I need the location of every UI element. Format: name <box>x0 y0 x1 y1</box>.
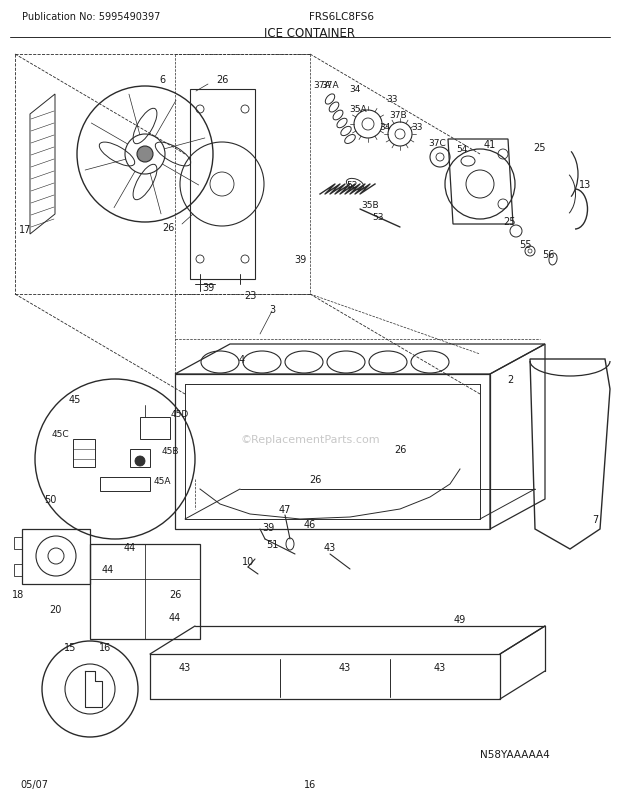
Text: 43: 43 <box>434 662 446 672</box>
Bar <box>100 477 150 492</box>
Text: 20: 20 <box>49 604 61 614</box>
Text: 45B: 45B <box>161 447 179 456</box>
Circle shape <box>137 147 153 163</box>
Text: 45: 45 <box>69 395 81 404</box>
Text: 7: 7 <box>592 514 598 525</box>
Text: ICE CONTAINER: ICE CONTAINER <box>265 27 355 40</box>
Text: 05/07: 05/07 <box>20 779 48 789</box>
Text: 6: 6 <box>159 75 165 85</box>
Text: 26: 26 <box>162 223 174 233</box>
Text: 33: 33 <box>386 95 398 104</box>
Text: 26: 26 <box>169 589 181 599</box>
Text: 33: 33 <box>411 124 423 132</box>
Text: 18: 18 <box>12 589 24 599</box>
Text: 26: 26 <box>394 444 406 455</box>
Text: 49: 49 <box>454 614 466 624</box>
Text: 45A: 45A <box>153 477 170 486</box>
Text: 56: 56 <box>542 249 554 260</box>
Text: 23: 23 <box>244 290 256 301</box>
Text: 16: 16 <box>304 779 316 789</box>
Text: 25: 25 <box>503 217 516 227</box>
Text: ©ReplacementParts.com: ©ReplacementParts.com <box>240 435 380 444</box>
Text: 39: 39 <box>262 522 274 533</box>
Text: 15: 15 <box>64 642 76 652</box>
Text: 35B: 35B <box>361 200 379 209</box>
Text: 13: 13 <box>579 180 591 190</box>
Text: 46: 46 <box>304 520 316 529</box>
Text: 45C: 45C <box>51 430 69 439</box>
Text: 10: 10 <box>242 557 254 566</box>
Text: 37A: 37A <box>313 80 331 89</box>
Text: 17: 17 <box>19 225 31 235</box>
Bar <box>73 439 95 468</box>
Text: 37A: 37A <box>321 80 339 89</box>
Text: 43: 43 <box>339 662 351 672</box>
Text: FRS6LC8FS6: FRS6LC8FS6 <box>309 12 374 22</box>
Text: N58YAAAAA4: N58YAAAAA4 <box>480 749 550 759</box>
Bar <box>14 565 22 577</box>
Text: 39: 39 <box>202 282 214 293</box>
Text: 2: 2 <box>507 375 513 384</box>
Text: 43: 43 <box>179 662 191 672</box>
Text: 53: 53 <box>372 213 384 222</box>
Text: 35A: 35A <box>349 105 367 115</box>
Bar <box>140 418 170 439</box>
Bar <box>130 449 150 468</box>
Text: 25: 25 <box>534 143 546 153</box>
Text: 43: 43 <box>324 542 336 553</box>
Text: 34: 34 <box>379 124 391 132</box>
Text: 50: 50 <box>44 494 56 504</box>
Text: 26: 26 <box>216 75 228 85</box>
Text: 44: 44 <box>169 612 181 622</box>
Text: 37C: 37C <box>428 138 446 148</box>
Text: 3: 3 <box>269 305 275 314</box>
Text: 44: 44 <box>124 542 136 553</box>
Text: Publication No: 5995490397: Publication No: 5995490397 <box>22 12 161 22</box>
Text: 52: 52 <box>347 180 358 189</box>
Text: 51: 51 <box>266 539 278 549</box>
Text: 41: 41 <box>484 140 496 150</box>
Text: 45D: 45D <box>171 410 189 419</box>
Circle shape <box>135 456 145 467</box>
Bar <box>14 537 22 549</box>
Text: 44: 44 <box>102 565 114 574</box>
Text: 16: 16 <box>99 642 111 652</box>
Text: 4: 4 <box>239 354 245 365</box>
Text: 47: 47 <box>279 504 291 514</box>
Text: 26: 26 <box>309 475 321 484</box>
Text: 54: 54 <box>456 145 467 154</box>
Bar <box>22 529 90 585</box>
Text: 37B: 37B <box>389 111 407 119</box>
Text: 55: 55 <box>519 240 531 249</box>
Text: 34: 34 <box>349 85 361 95</box>
Text: 39: 39 <box>294 255 306 265</box>
